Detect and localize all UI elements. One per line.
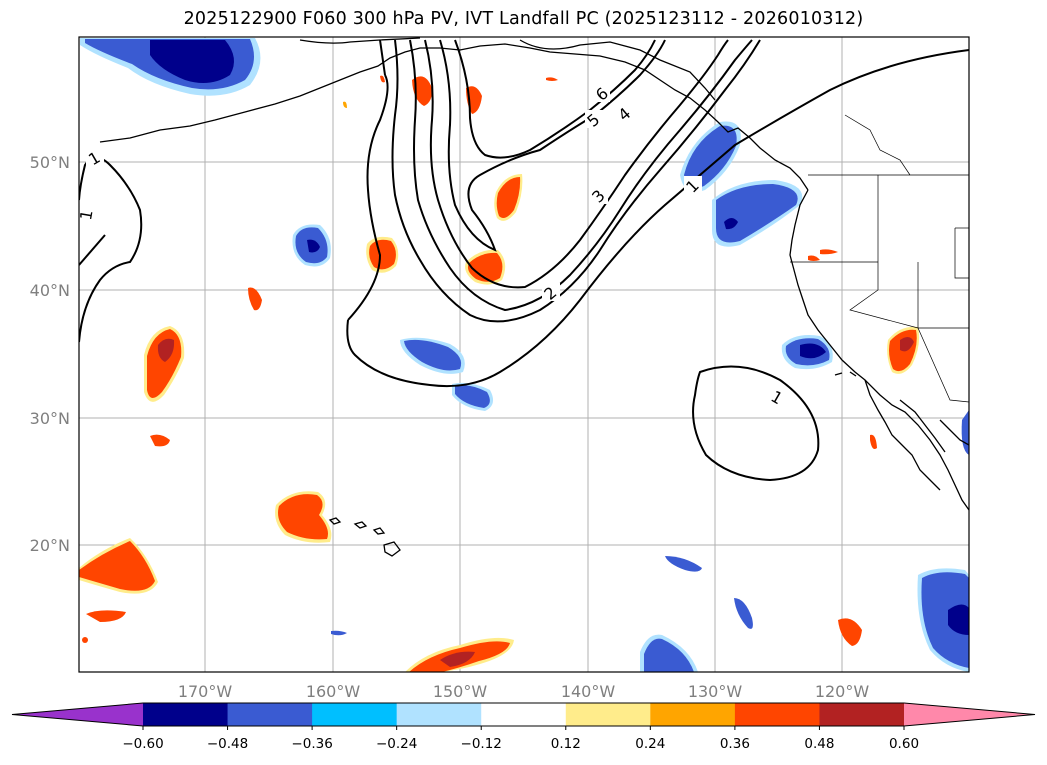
longitude-labels: 170°W 160°W 150°W 140°W 130°W 120°W — [178, 682, 870, 701]
blob-150w-31n — [452, 382, 494, 411]
map-border — [78, 36, 970, 673]
blob-small-pieces — [331, 556, 753, 636]
colorbar-tick-label: 0.24 — [635, 736, 665, 752]
lon-label-160w: 160°W — [306, 682, 361, 701]
blob-sw-corner — [79, 538, 158, 594]
blob-150w-10n — [405, 637, 514, 672]
lat-label-40n: 40°N — [30, 281, 70, 300]
blob-166w-40n — [248, 287, 262, 311]
blob-162w-44n — [292, 224, 331, 267]
lat-label-20n: 20°N — [30, 536, 70, 555]
colorbar-segment — [227, 703, 313, 726]
colorbar-segment — [396, 703, 482, 726]
lon-label-140w: 140°W — [561, 682, 616, 701]
colorbar-tick-label: −0.60 — [122, 736, 163, 752]
lon-label-150w: 150°W — [433, 682, 488, 701]
colorbar-tick-label: −0.48 — [207, 736, 248, 752]
colorbar-segment — [565, 703, 651, 726]
lat-label-50n: 50°N — [30, 153, 70, 172]
gridlines — [79, 37, 969, 672]
positive-anomaly-areas — [79, 75, 920, 672]
colorbar-tick-label: −0.12 — [461, 736, 502, 752]
colorbar-tick-label: −0.36 — [291, 736, 332, 752]
blob-157w-57n — [412, 76, 433, 106]
lon-label-170w: 170°W — [178, 682, 233, 701]
lon-label-120w: 120°W — [815, 682, 870, 701]
colorbar-segment — [734, 703, 820, 726]
blob-se-corner — [917, 568, 969, 672]
blob-coast-bc — [680, 121, 741, 193]
colorbar-extend-low — [12, 703, 143, 726]
blob-145w-48n — [494, 174, 523, 221]
map-background — [79, 37, 969, 672]
colorbar-segment — [650, 703, 736, 726]
blob-155w-43n — [366, 236, 399, 273]
blob-sw-small — [82, 610, 126, 643]
colorbar-tick-label: −0.24 — [376, 736, 417, 752]
blob-139w-11n — [640, 634, 698, 672]
coastlines — [99, 37, 969, 557]
colorbar-tick-label: 0.48 — [804, 736, 834, 752]
blob-california — [781, 335, 833, 370]
blob-coast-wa — [712, 180, 803, 247]
blob-baja — [887, 326, 920, 374]
negative-anomaly-areas — [80, 38, 969, 672]
colorbar-segment — [143, 703, 229, 726]
colorbar-segment — [481, 703, 567, 726]
latitude-labels: 50°N 40°N 30°N 20°N — [30, 153, 70, 555]
colorbar-segment — [312, 703, 398, 726]
colorbar-tick-labels: −0.60 −0.48 −0.36 −0.24 −0.12 0.12 0.24 0.36 0.4… — [122, 736, 919, 752]
blob-150w-35n — [400, 337, 465, 374]
colorbar-extend-high — [904, 703, 1035, 726]
contour-label-1-west: 1 — [76, 208, 96, 221]
map-title: 2025122900 F060 300 hPa PV, IVT Landfall… — [183, 9, 864, 29]
lat-label-30n: 30°N — [30, 409, 70, 428]
blob-nw-corner — [80, 38, 261, 96]
blob-168w-28n — [150, 434, 170, 447]
colorbar — [11, 702, 1036, 730]
colorbar-tick-label: 0.36 — [720, 736, 750, 752]
political-borders — [790, 114, 969, 403]
colorbar-tick-label: 0.60 — [889, 736, 919, 752]
blob-165w-35n — [144, 326, 185, 402]
blob-147w-42n — [465, 249, 506, 285]
blob-small-positive — [343, 75, 877, 646]
contour-label-group: 6 5 4 3 2 1 1 1 1 — [76, 84, 787, 408]
colorbar-segment — [819, 703, 905, 726]
blob-hawaii-west — [275, 491, 332, 543]
colorbar-tick-label: 0.12 — [551, 736, 581, 752]
lon-label-130w: 130°W — [688, 682, 743, 701]
